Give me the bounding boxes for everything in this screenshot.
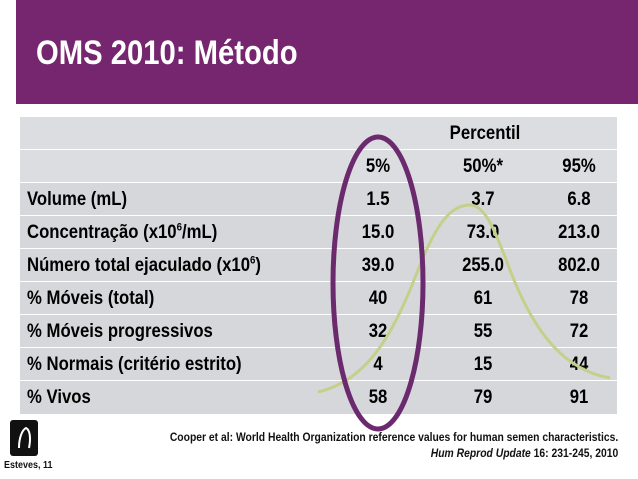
row-label: Concentração (x106/mL)	[27, 216, 217, 249]
label-exponent: 6	[249, 254, 256, 267]
value-50: 15	[473, 354, 493, 375]
table-columns-row: 5% 50%* 95%	[20, 150, 617, 183]
value-95: 6.8	[567, 189, 591, 210]
value-50: 55	[473, 321, 493, 342]
table-row: % Normais (critério estrito) 4 15 44	[20, 348, 617, 381]
value-95: 802.0	[558, 255, 600, 276]
value-50: 79	[473, 387, 493, 408]
value-95: 72	[569, 321, 589, 342]
citation-line1: Cooper et al: World Health Organization …	[169, 432, 618, 444]
value-5: 39.0	[361, 255, 395, 276]
value-50: 73.0	[466, 222, 500, 243]
value-95: 44	[569, 354, 589, 375]
label-text: Concentração (x10	[27, 222, 177, 243]
logo-author: Esteves, 11	[4, 460, 53, 471]
value-5: 4	[373, 354, 383, 375]
label-exponent: 6	[176, 221, 183, 234]
label-unit: /mL)	[182, 222, 218, 243]
value-95: 91	[569, 387, 589, 408]
table-header-row: Percentil	[20, 117, 617, 150]
logo-mark-icon	[18, 426, 31, 449]
column-header-5: 5%	[365, 156, 391, 177]
citation-ref: 16: 231-245, 2010	[530, 448, 618, 460]
table-row: % Móveis progressivos 32 55 72	[20, 315, 617, 348]
percentile-table: Percentil 5% 50%* 95% Volume (mL) 1.5 3.…	[20, 117, 617, 414]
percentil-header: Percentil	[449, 123, 521, 144]
value-5: 40	[368, 288, 388, 309]
value-5: 15.0	[361, 222, 395, 243]
table-row: Concentração (x106/mL) 15.0 73.0 213.0	[20, 216, 617, 249]
row-label: % Vivos	[27, 387, 91, 408]
row-label: Número total ejaculado (x106)	[27, 249, 261, 282]
value-5: 58	[368, 387, 388, 408]
table-row: % Móveis (total) 40 61 78	[20, 282, 617, 315]
citation: Cooper et al: World Health Organization …	[170, 430, 618, 462]
label-unit: )	[255, 255, 261, 276]
logo-icon	[10, 420, 38, 456]
value-50: 3.7	[471, 189, 495, 210]
table-row: Número total ejaculado (x106) 39.0 255.0…	[20, 249, 617, 282]
value-5: 1.5	[366, 189, 390, 210]
header-band	[16, 0, 638, 104]
row-label: Volume (mL)	[27, 189, 128, 210]
value-95: 213.0	[558, 222, 600, 243]
row-label: % Móveis progressivos	[27, 321, 213, 342]
column-header-95: 95%	[562, 156, 596, 177]
table-row: Volume (mL) 1.5 3.7 6.8	[20, 183, 617, 216]
citation-journal: Hum Reprod Update	[430, 448, 531, 460]
slide-header: OMS 2010: Método	[0, 0, 638, 104]
row-label: % Normais (critério estrito)	[27, 354, 242, 375]
value-50: 61	[473, 288, 493, 309]
value-5: 32	[368, 321, 388, 342]
row-label: % Móveis (total)	[27, 288, 155, 309]
column-header-50: 50%*	[463, 156, 503, 177]
label-text: Número total ejaculado (x10	[27, 255, 250, 276]
citation-line2: Hum Reprod Update 16: 231-245, 2010	[170, 446, 618, 462]
value-95: 78	[569, 288, 589, 309]
table-row: % Vivos 58 79 91	[20, 381, 617, 414]
value-50: 255.0	[462, 255, 504, 276]
slide-title: OMS 2010: Método	[36, 34, 298, 72]
